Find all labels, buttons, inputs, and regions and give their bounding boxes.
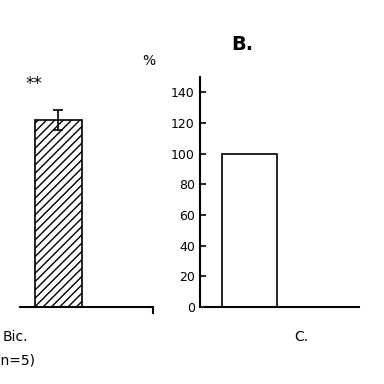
Text: (n=5): (n=5) bbox=[0, 353, 35, 367]
Text: Bic.: Bic. bbox=[3, 330, 28, 344]
Bar bbox=[222, 154, 277, 307]
Text: B.: B. bbox=[231, 35, 253, 54]
Text: C.: C. bbox=[294, 330, 308, 344]
Bar bbox=[35, 120, 82, 307]
Text: **: ** bbox=[26, 74, 43, 93]
Text: %: % bbox=[142, 54, 156, 68]
